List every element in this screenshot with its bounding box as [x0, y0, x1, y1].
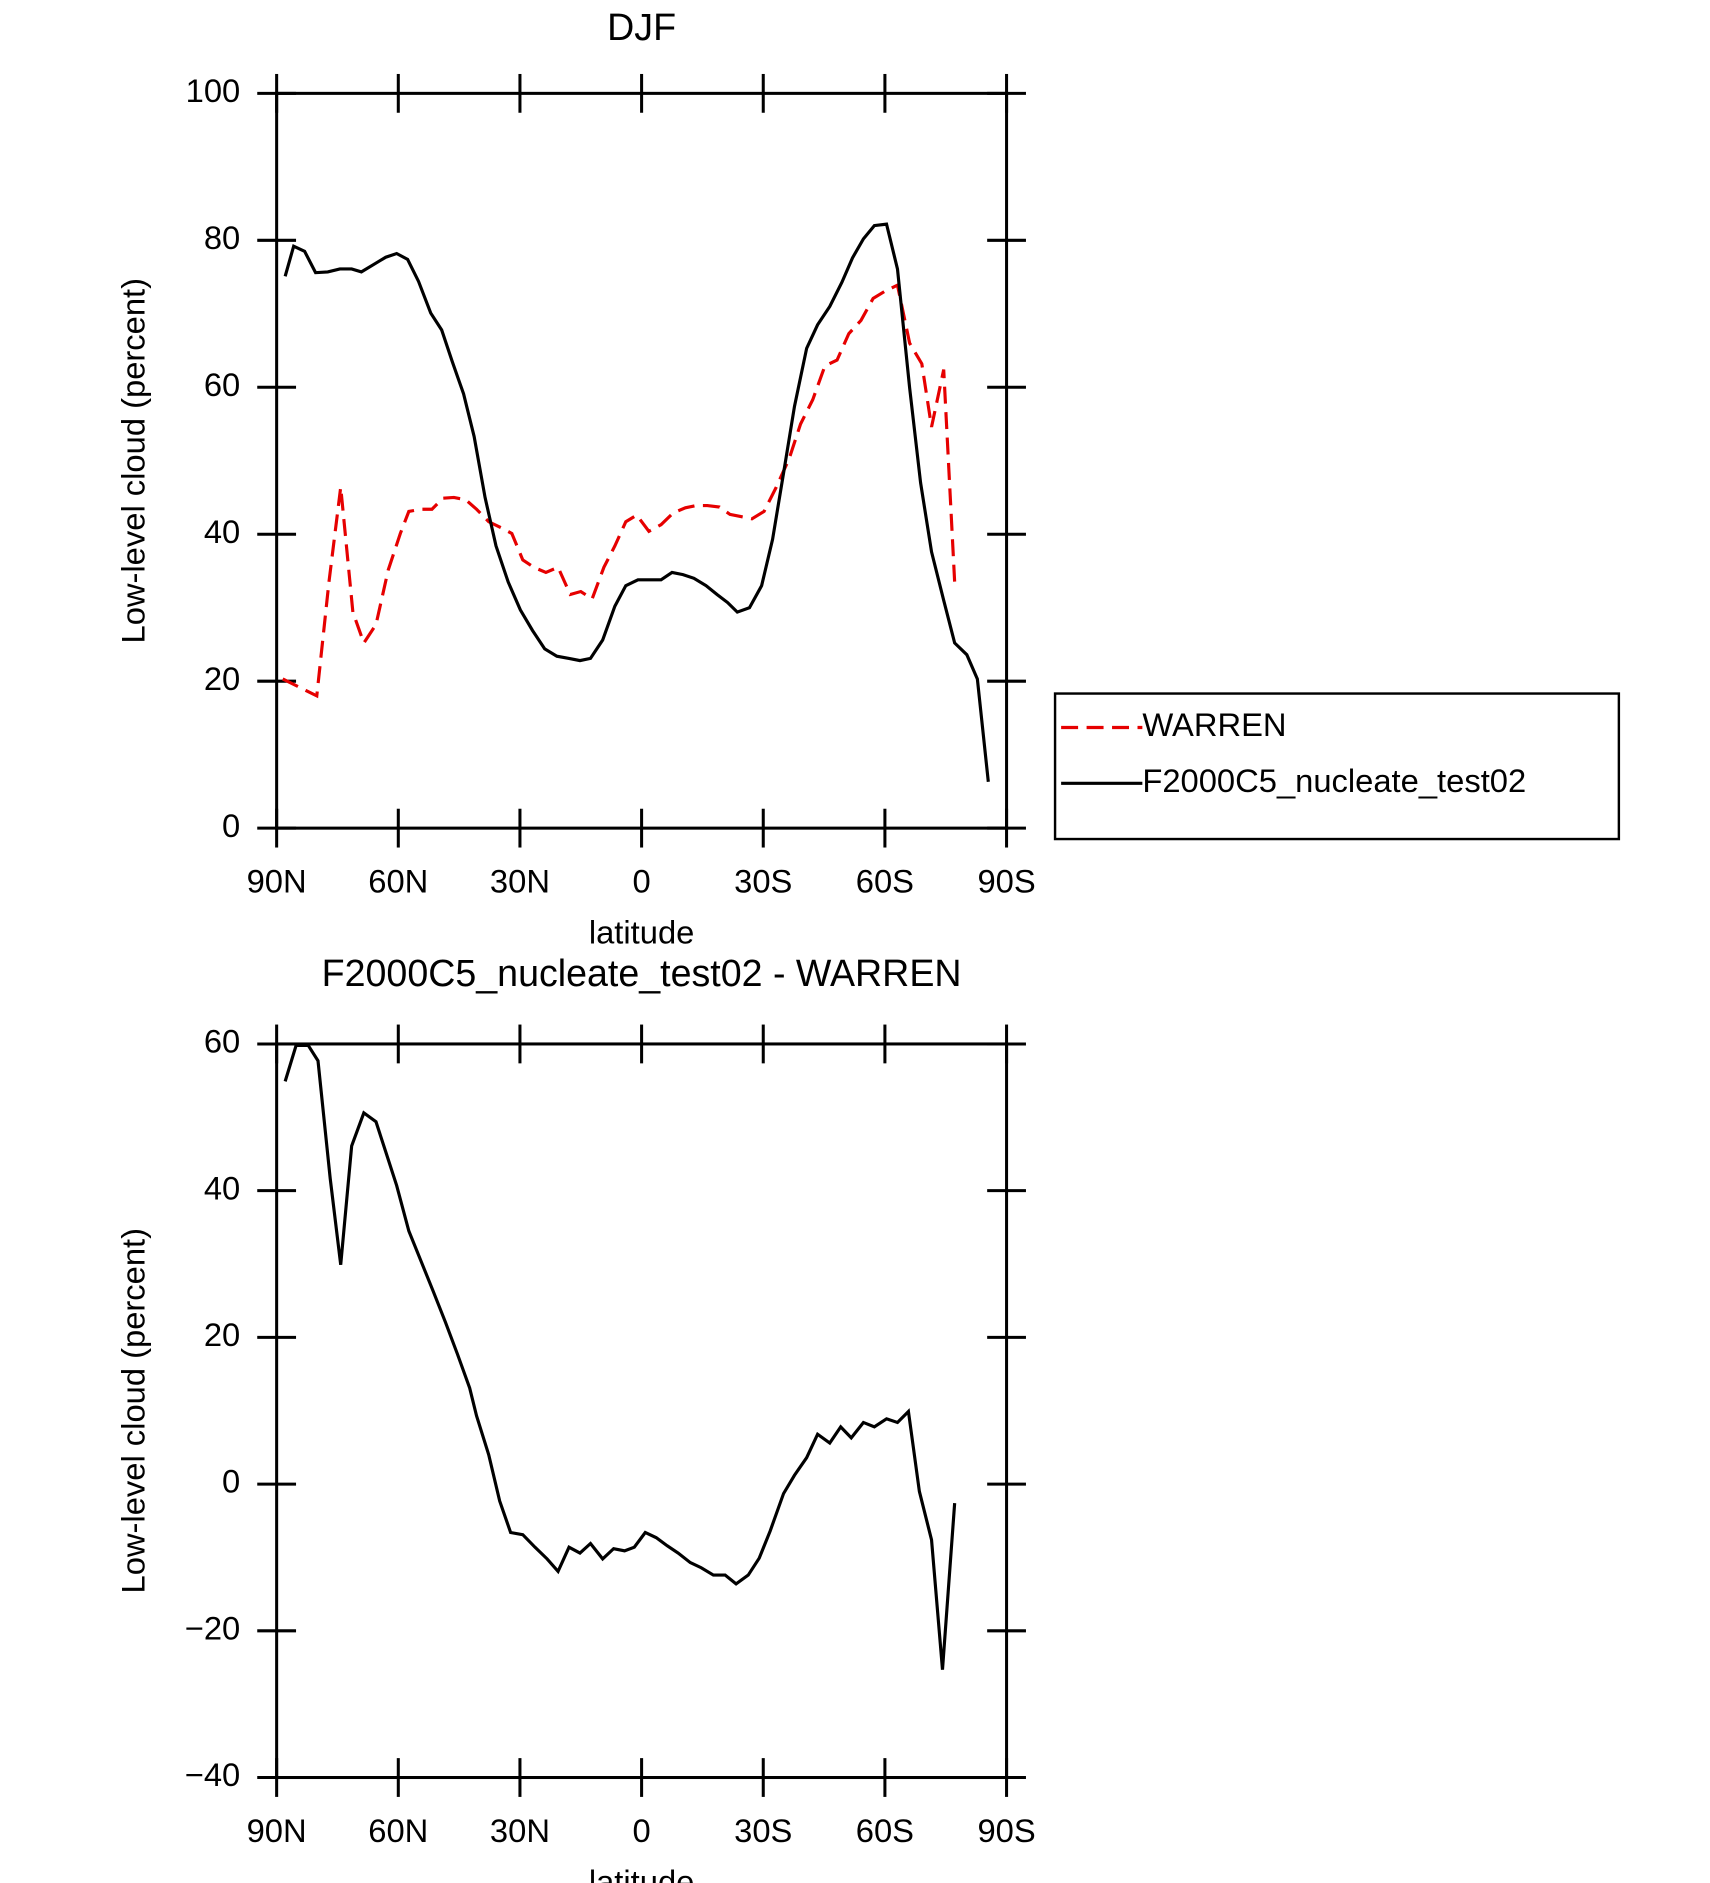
y-tick-label: 100: [186, 72, 241, 109]
y-axis-label: Low-level cloud (percent): [115, 1228, 152, 1594]
y-tick-label: 80: [204, 219, 240, 256]
x-tick-label: 60N: [368, 863, 428, 900]
y-axis-label: Low-level cloud (percent): [115, 278, 152, 644]
data-line: [283, 222, 990, 783]
y-tick-label: −40: [185, 1756, 241, 1793]
x-tick-label: 90S: [977, 1812, 1035, 1849]
y-tick-label: 0: [222, 1463, 240, 1500]
legend-label: F2000C5_nucleate_test02: [1142, 762, 1526, 799]
y-tick-label: 40: [204, 513, 240, 550]
chart-title: DJF: [607, 6, 676, 48]
y-tick-label: 60: [204, 366, 240, 403]
x-tick-label: 60S: [856, 1812, 914, 1849]
x-tick-label: 30S: [734, 863, 792, 900]
x-axis-label: latitude: [589, 1863, 695, 1883]
legend-box: [1053, 692, 1621, 841]
data-line: [283, 1043, 957, 1670]
plot-frame: [275, 91, 1009, 830]
x-tick-label: 0: [632, 863, 650, 900]
x-tick-label: 30S: [734, 1812, 792, 1849]
x-tick-label: 30N: [490, 1812, 550, 1849]
y-tick-label: 20: [204, 1316, 240, 1353]
y-tick-label: 20: [204, 660, 240, 697]
legend-label: WARREN: [1142, 706, 1286, 743]
x-tick-label: 30N: [490, 863, 550, 900]
x-tick-label: 90N: [247, 863, 307, 900]
y-tick-label: −20: [185, 1609, 241, 1646]
y-tick-label: 40: [204, 1169, 240, 1206]
x-tick-label: 60S: [856, 863, 914, 900]
x-axis-label: latitude: [589, 913, 695, 950]
x-tick-label: 0: [632, 1812, 650, 1849]
x-tick-label: 90N: [247, 1812, 307, 1849]
data-line: [282, 282, 957, 699]
x-tick-label: 90S: [977, 863, 1035, 900]
y-tick-label: 60: [204, 1023, 240, 1060]
chart-title: F2000C5_nucleate_test02 - WARREN: [322, 952, 962, 994]
x-tick-label: 60N: [368, 1812, 428, 1849]
y-tick-label: 0: [222, 807, 240, 844]
